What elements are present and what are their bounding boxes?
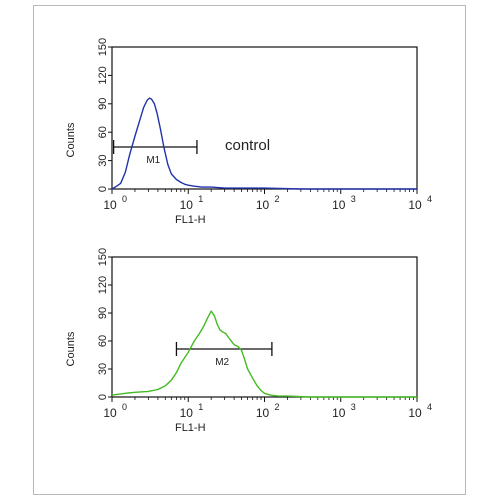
y-tick-label: 30 [97,154,109,166]
y-tick-label: 90 [97,98,109,110]
x-tick-exponent: 1 [198,402,203,412]
x-tick-exponent: 2 [275,402,280,412]
y-tick-label: 150 [97,248,109,266]
x-tick-exponent: 2 [275,194,280,204]
y-axis-label: Counts [65,331,77,366]
x-tick-label: 10 [103,406,117,420]
x-tick-label: 10 [332,198,346,212]
x-tick-label: 10 [408,198,422,212]
y-tick-label: 120 [97,66,109,84]
x-tick-exponent: 3 [351,402,356,412]
x-tick-label: 10 [103,198,117,212]
x-axis-label: FL1-H [175,422,206,434]
y-tick-label: 90 [97,307,109,319]
y-tick-label: 60 [97,126,109,138]
y-tick-label: 30 [97,363,109,375]
x-tick-exponent: 1 [198,194,203,204]
x-tick-exponent: 0 [122,402,127,412]
chart-panel-2: 0 30 60 90 120 150 Counts 10 0 10 1 10 2 10 3 10 4 FL1-H M… [65,248,432,434]
marker-label: M2 [215,357,229,368]
figure-frame [33,5,466,495]
y-tick-label: 60 [97,335,109,347]
chart-panel-1: 0 30 60 90 120 150 Counts 10 0 10 1 10 2 10 3 10 4 FL1-H M… [65,38,432,226]
x-tick-label: 10 [256,198,270,212]
y-tick-label: 0 [97,394,109,400]
y-axis-label: Counts [65,122,77,157]
x-tick-label: 10 [180,198,194,212]
x-tick-label: 10 [180,406,194,420]
x-tick-label: 10 [332,406,346,420]
x-tick-exponent: 3 [351,194,356,204]
histogram-series-line [111,97,417,190]
y-tick-label: 150 [97,38,109,56]
histogram-series-line [111,310,417,398]
annotation-label: control [225,137,270,154]
x-tick-label: 10 [256,406,270,420]
y-tick-label: 0 [97,186,109,192]
x-tick-exponent: 0 [122,194,127,204]
x-tick-exponent: 4 [427,194,432,204]
plot-area [111,256,418,398]
x-tick-label: 10 [408,406,422,420]
marker-label: M1 [146,155,160,166]
x-tick-exponent: 4 [427,402,432,412]
y-tick-label: 120 [97,276,109,294]
x-axis-label: FL1-H [175,214,206,226]
